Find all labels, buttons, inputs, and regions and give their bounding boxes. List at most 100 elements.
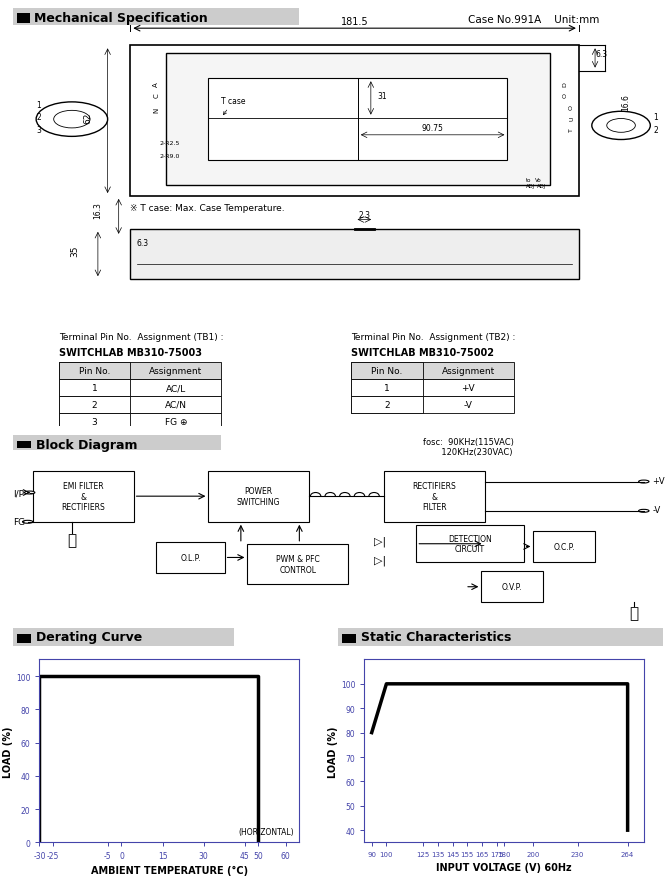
- Text: ▷|: ▷|: [374, 554, 386, 565]
- Text: 16.6: 16.6: [621, 94, 630, 112]
- Text: Pin No.: Pin No.: [371, 367, 403, 376]
- Text: ⏚: ⏚: [67, 533, 76, 548]
- Y-axis label: LOAD (%): LOAD (%): [328, 725, 338, 777]
- Bar: [384, 471, 484, 522]
- Text: 31: 31: [377, 92, 387, 101]
- Bar: [351, 379, 423, 397]
- Text: fosc:  90KHz(115VAC)
       120KHz(230VAC): fosc: 90KHz(115VAC) 120KHz(230VAC): [423, 437, 514, 457]
- Text: AC/N: AC/N: [165, 400, 187, 409]
- Bar: [338, 628, 663, 646]
- Circle shape: [23, 521, 33, 523]
- Text: ⏚: ⏚: [630, 605, 639, 620]
- Text: +V: +V: [462, 384, 475, 392]
- Text: 1: 1: [384, 384, 390, 392]
- Bar: [13, 9, 299, 26]
- Text: AC/L: AC/L: [165, 384, 186, 392]
- Text: 90.75: 90.75: [421, 124, 444, 133]
- Text: D: D: [563, 82, 567, 87]
- Bar: [351, 379, 514, 397]
- Bar: [351, 363, 514, 379]
- X-axis label: AMBIENT TEMPERATURE (°C): AMBIENT TEMPERATURE (°C): [91, 865, 248, 874]
- Text: Pin No.: Pin No.: [79, 367, 111, 376]
- Bar: [342, 634, 356, 643]
- Bar: [481, 572, 543, 602]
- Bar: [59, 363, 221, 379]
- Circle shape: [24, 492, 35, 494]
- Bar: [59, 397, 221, 414]
- Bar: [59, 379, 131, 397]
- Text: Mechanical Specification: Mechanical Specification: [34, 12, 208, 25]
- Text: 2: 2: [385, 400, 390, 409]
- Text: POWER
SWITCHING: POWER SWITCHING: [237, 487, 281, 507]
- Text: 16.3: 16.3: [93, 202, 103, 220]
- Text: SWITCHLAB MB310-75002: SWITCHLAB MB310-75002: [351, 348, 494, 357]
- Text: Static Characteristics: Static Characteristics: [361, 630, 511, 644]
- Bar: [533, 531, 595, 563]
- Text: 3: 3: [36, 126, 41, 134]
- Text: Assignment: Assignment: [149, 367, 202, 376]
- Bar: [131, 230, 579, 280]
- Text: FG: FG: [13, 518, 25, 527]
- Bar: [351, 397, 514, 414]
- Text: 3: 3: [92, 417, 98, 426]
- Bar: [59, 363, 131, 379]
- Text: O: O: [569, 105, 574, 110]
- Text: -V: -V: [653, 506, 661, 515]
- Text: Terminal Pin No.  Assignment (TB2) :: Terminal Pin No. Assignment (TB2) :: [351, 332, 516, 342]
- Text: Derating Curve: Derating Curve: [36, 630, 143, 644]
- Bar: [59, 414, 221, 430]
- Bar: [351, 397, 423, 414]
- Bar: [13, 435, 221, 451]
- Bar: [33, 471, 133, 522]
- Text: 181.5: 181.5: [341, 17, 369, 27]
- Text: EMI FILTER
&
RECTIFIERS: EMI FILTER & RECTIFIERS: [62, 482, 105, 512]
- Text: 1: 1: [36, 100, 41, 110]
- Text: 2.3: 2.3: [358, 211, 371, 220]
- Text: PWM & PFC
CONTROL: PWM & PFC CONTROL: [276, 555, 320, 574]
- Bar: [131, 47, 579, 197]
- Text: RECTIFIERS
&
FILTER: RECTIFIERS & FILTER: [412, 482, 456, 512]
- Text: 2-R9.0: 2-R9.0: [159, 154, 180, 159]
- Text: T: T: [569, 128, 574, 132]
- Text: Assignment: Assignment: [442, 367, 495, 376]
- Text: 6.3: 6.3: [595, 50, 607, 60]
- Bar: [17, 634, 31, 643]
- Text: +V: +V: [653, 477, 665, 486]
- Text: O.L.P.: O.L.P.: [180, 553, 201, 562]
- Bar: [208, 471, 309, 522]
- Bar: [351, 363, 423, 379]
- Bar: [208, 79, 507, 161]
- Text: 2-R2.5: 2-R2.5: [159, 141, 180, 146]
- Text: U: U: [569, 117, 574, 121]
- Bar: [17, 442, 31, 449]
- Text: ▷|: ▷|: [374, 536, 386, 547]
- Bar: [59, 397, 131, 414]
- X-axis label: INPUT VOLTAGE (V) 60Hz: INPUT VOLTAGE (V) 60Hz: [436, 861, 572, 872]
- Text: FG ⊕: FG ⊕: [165, 417, 187, 426]
- Text: -V: -V: [464, 400, 473, 409]
- Circle shape: [639, 510, 649, 513]
- Text: 2: 2: [36, 113, 41, 122]
- Text: A: A: [153, 82, 159, 87]
- Circle shape: [639, 480, 649, 484]
- Y-axis label: LOAD (%): LOAD (%): [3, 725, 13, 777]
- Text: O.C.P.: O.C.P.: [553, 543, 575, 551]
- Bar: [13, 628, 234, 646]
- Text: DETECTION
CIRCUIT: DETECTION CIRCUIT: [448, 535, 492, 554]
- Text: O: O: [563, 92, 567, 97]
- Text: ※ T case: Max. Case Temperature.: ※ T case: Max. Case Temperature.: [131, 204, 285, 212]
- Text: Vo: Vo: [535, 177, 542, 183]
- Text: 62: 62: [84, 112, 92, 124]
- Text: ADJ: ADJ: [525, 184, 535, 189]
- Bar: [166, 54, 549, 186]
- Text: to: to: [525, 177, 531, 183]
- Text: 35: 35: [70, 245, 80, 256]
- Text: (HORIZONTAL): (HORIZONTAL): [239, 827, 294, 836]
- Bar: [247, 544, 348, 585]
- Text: 2: 2: [653, 126, 659, 134]
- Bar: [156, 543, 224, 573]
- Text: O.V.P.: O.V.P.: [502, 583, 523, 592]
- Bar: [59, 414, 131, 430]
- Bar: [17, 14, 29, 24]
- Text: Block Diagram: Block Diagram: [36, 439, 137, 451]
